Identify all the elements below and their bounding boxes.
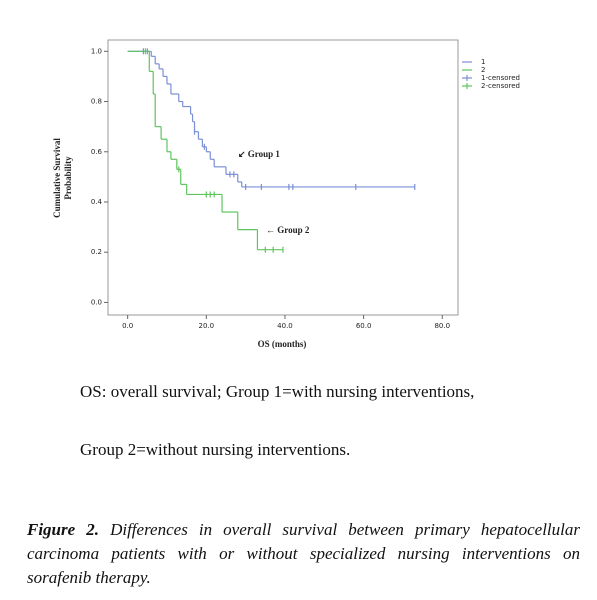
y-tick-label: 0.6: [91, 148, 103, 156]
x-tick-label: 20.0: [199, 322, 215, 330]
x-tick-label: 40.0: [277, 322, 293, 330]
x-tick-label: 0.0: [122, 322, 133, 330]
caption-label: Figure 2.: [27, 520, 99, 539]
x-tick-label: 80.0: [434, 322, 450, 330]
annotation: ← Group 2: [266, 225, 310, 235]
x-tick-label: 60.0: [356, 322, 372, 330]
annotation: ↙ Group 1: [238, 149, 280, 159]
caption: Figure 2. Differences in overall surviva…: [27, 518, 580, 590]
legend-label: 2: [481, 66, 485, 74]
plot-area: [107, 39, 459, 316]
note: Group 2=without nursing interventions.: [80, 440, 351, 459]
chart: OS (months) Cumulative Survival Probabil…: [52, 39, 520, 349]
caption-text: Differences in overall survival between …: [27, 520, 580, 587]
y-axis-label: Probability: [63, 156, 73, 200]
legend-label: 1: [481, 58, 485, 66]
y-tick-label: 0.8: [91, 98, 102, 106]
legend-label: 2-censored: [481, 82, 520, 90]
y-axis-label: Cumulative Survival: [52, 138, 62, 218]
y-tick-label: 0.4: [91, 198, 103, 206]
y-tick-label: 0.2: [91, 248, 102, 256]
note: OS: overall survival; Group 1=with nursi…: [80, 382, 475, 401]
y-tick-label: 0.0: [91, 298, 102, 306]
legend-label: 1-censored: [481, 74, 520, 82]
x-axis-label: OS (months): [258, 339, 307, 349]
y-tick-label: 1.0: [91, 47, 102, 55]
